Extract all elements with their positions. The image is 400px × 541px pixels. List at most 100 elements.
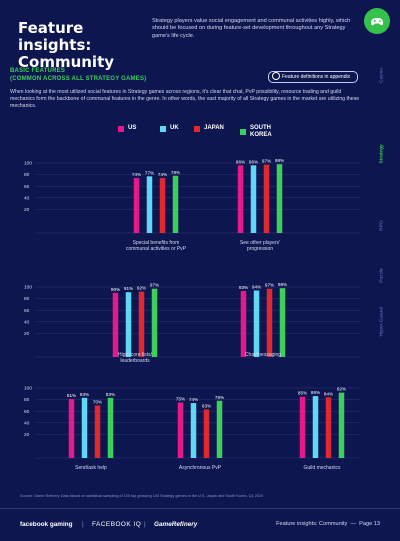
page-title: Feature insights: Community bbox=[18, 19, 115, 71]
bar-japan bbox=[263, 164, 270, 233]
legend-label-uk: UK bbox=[170, 125, 179, 131]
gamepad-logo-icon bbox=[364, 8, 390, 34]
legend-label-us: US bbox=[128, 125, 137, 131]
bar-japan bbox=[203, 409, 210, 458]
y-tick-label: 40 bbox=[24, 195, 30, 201]
data-label: 98% bbox=[275, 158, 284, 163]
data-label: 78% bbox=[215, 395, 224, 400]
data-label: 98% bbox=[278, 282, 287, 287]
bar-uk bbox=[312, 396, 319, 458]
data-label: 75% bbox=[176, 397, 185, 402]
data-label: 93% bbox=[239, 285, 248, 290]
data-label: 97% bbox=[265, 283, 274, 288]
footer-divider: | bbox=[82, 521, 84, 528]
x-category-label: Special benefits from communal activities… bbox=[126, 240, 187, 252]
data-label: 74% bbox=[189, 397, 198, 402]
data-label: 92% bbox=[137, 286, 146, 291]
bar-us bbox=[177, 402, 184, 458]
bar-charts: 100 80 60 40 20 74% 77% 74% 78% Special benefits … bbox=[24, 158, 360, 471]
data-label: 83% bbox=[106, 392, 115, 397]
bar-japan bbox=[325, 397, 332, 458]
bar-japan bbox=[159, 178, 166, 233]
bar-south-korea bbox=[276, 164, 283, 233]
y-tick-label: 60 bbox=[24, 308, 30, 314]
data-label: 81% bbox=[67, 393, 76, 398]
brand-facebook-iq: FACEBOOK IQ bbox=[92, 521, 142, 528]
page-label: Feature insights: Community bbox=[276, 521, 348, 527]
y-tick-label: 80 bbox=[24, 397, 30, 403]
data-label: 85% bbox=[298, 391, 307, 396]
y-tick-label: 60 bbox=[24, 184, 30, 190]
data-label: 97% bbox=[262, 159, 271, 164]
chart-legend: US UK JAPAN SOUTH KOREA bbox=[0, 125, 400, 145]
data-label: 97% bbox=[150, 283, 159, 288]
bar-uk bbox=[250, 165, 257, 233]
legend-swatch-japan bbox=[194, 125, 200, 132]
data-label: 86% bbox=[311, 390, 320, 395]
data-label: 78% bbox=[171, 170, 180, 175]
legend-swatch-south-korea bbox=[240, 128, 246, 135]
bar-south-korea bbox=[279, 288, 286, 357]
source-note: Source: Game Refinery Data based on stat… bbox=[20, 494, 264, 498]
y-tick-label: 20 bbox=[24, 207, 30, 213]
legend-label-south-korea: SOUTH KOREA bbox=[250, 125, 272, 138]
bar-us bbox=[133, 178, 140, 233]
bar-south-korea bbox=[216, 400, 223, 458]
data-label: 83% bbox=[80, 392, 89, 397]
data-label: 77% bbox=[145, 170, 154, 175]
bar-south-korea bbox=[107, 397, 114, 458]
x-category-label: Send/ask help bbox=[75, 465, 107, 471]
section-heading-line1: BASIC FEATURES bbox=[10, 68, 66, 74]
data-label: 90% bbox=[111, 287, 120, 292]
legend-swatch-uk bbox=[160, 125, 166, 132]
data-label: 96% bbox=[249, 159, 258, 164]
x-category-label: See other players' progression bbox=[240, 240, 280, 252]
y-tick-label: 100 bbox=[24, 386, 32, 392]
bar-us bbox=[68, 399, 75, 458]
y-tick-label: 20 bbox=[24, 432, 30, 438]
x-category-label: Asynchronous PvP bbox=[179, 465, 222, 471]
bar-uk bbox=[190, 403, 197, 458]
page-number: Page 13 bbox=[359, 521, 380, 527]
y-tick-label: 80 bbox=[24, 296, 30, 302]
bar-south-korea bbox=[151, 288, 158, 357]
brand-facebook-gaming: facebook gaming bbox=[20, 521, 73, 528]
bar-us bbox=[240, 291, 247, 357]
info-icon bbox=[272, 72, 280, 81]
legend-swatch-us bbox=[118, 125, 124, 132]
brand-gamerefinery: GameRefinery bbox=[154, 521, 198, 528]
bar-japan bbox=[266, 288, 273, 357]
footer-divider: | bbox=[144, 521, 146, 528]
data-label: 74% bbox=[158, 172, 167, 177]
section-heading: BASIC FEATURES (COMMON ACROSS ALL STRATE… bbox=[10, 68, 190, 83]
appendix-badge[interactable]: Feature definitions in appendix bbox=[268, 71, 358, 83]
y-tick-label: 40 bbox=[24, 420, 30, 426]
bar-us bbox=[237, 165, 244, 233]
bar-japan bbox=[138, 291, 145, 357]
bar-uk bbox=[146, 176, 153, 233]
x-category-label: Chat/messaging bbox=[245, 352, 281, 358]
data-label: 84% bbox=[324, 391, 333, 396]
bar-uk bbox=[253, 290, 260, 357]
data-label: 91% bbox=[124, 286, 133, 291]
y-tick-label: 40 bbox=[24, 319, 30, 325]
x-category-label: Guild mechanics bbox=[304, 465, 341, 471]
page-indicator: Feature insights: Community — Page 13 bbox=[276, 521, 380, 527]
bar-uk bbox=[125, 292, 132, 357]
data-label: 96% bbox=[236, 159, 245, 164]
appendix-label: Feature definitions in appendix bbox=[282, 74, 351, 80]
data-label: 92% bbox=[337, 387, 346, 392]
y-tick-label: 20 bbox=[24, 331, 30, 337]
y-tick-label: 100 bbox=[24, 285, 32, 291]
data-label: 74% bbox=[132, 172, 141, 177]
bar-us bbox=[112, 292, 119, 357]
bar-south-korea bbox=[172, 175, 179, 233]
legend-label-japan: JAPAN bbox=[204, 125, 224, 131]
y-tick-label: 100 bbox=[24, 161, 32, 167]
bar-uk bbox=[81, 397, 88, 458]
bar-japan bbox=[94, 405, 101, 458]
data-label: 94% bbox=[252, 284, 261, 289]
bar-south-korea bbox=[338, 392, 345, 458]
data-label: 70% bbox=[93, 399, 102, 404]
footer: facebook gaming | FACEBOOK IQ | GameRefi… bbox=[0, 508, 400, 541]
